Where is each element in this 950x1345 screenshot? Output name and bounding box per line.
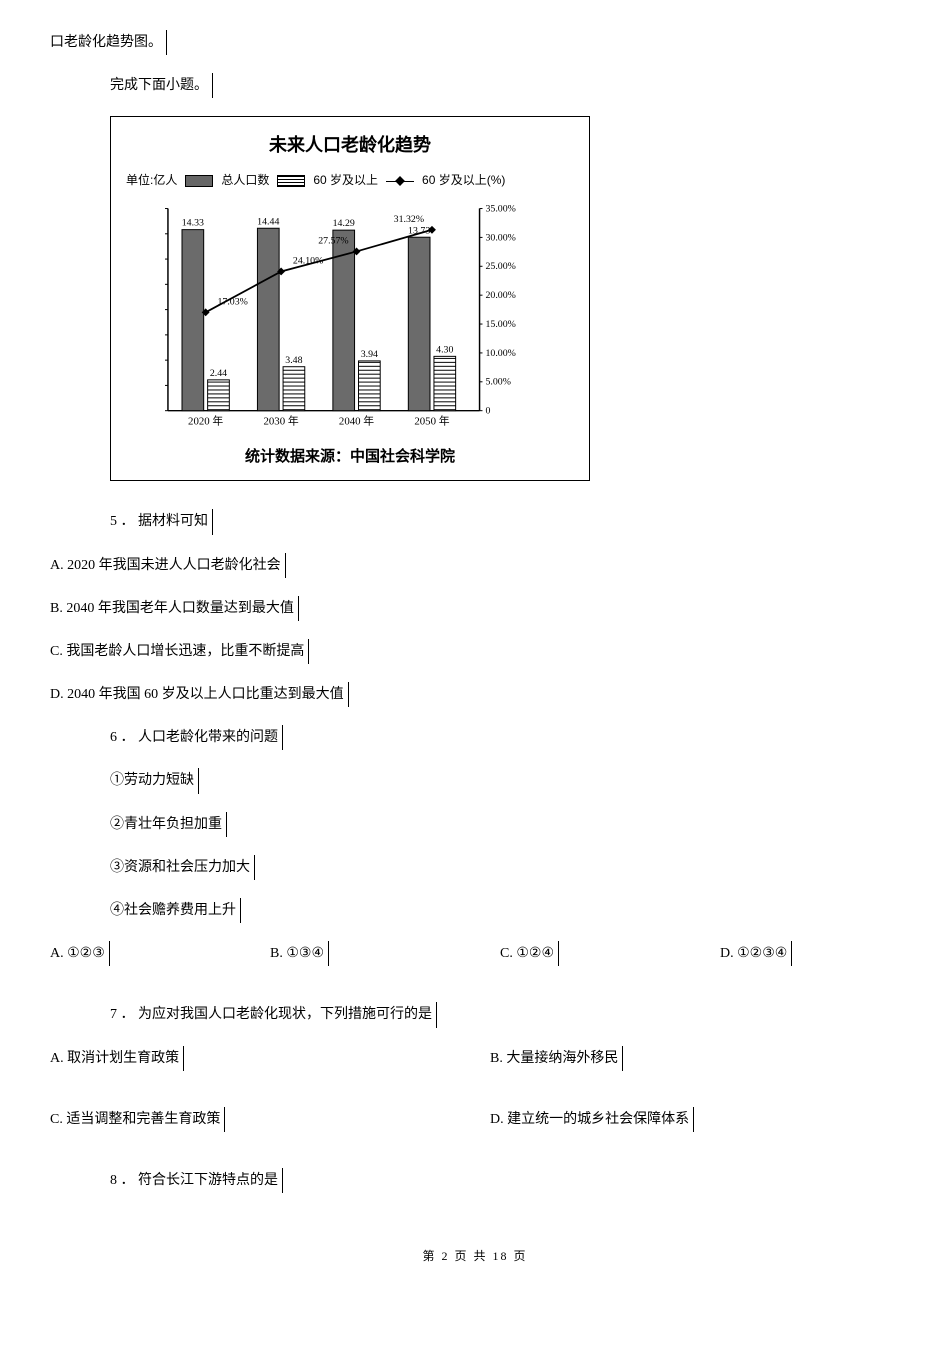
legend-over60-pct: 60 岁及以上(%) [422,170,505,192]
svg-text:3.48: 3.48 [285,355,302,366]
svg-text:2050 年: 2050 年 [414,414,449,428]
svg-text:17.03%: 17.03% [217,297,247,308]
svg-text:25.00%: 25.00% [485,262,515,273]
svg-text:3.94: 3.94 [361,349,378,360]
legend-swatch-line [386,175,414,187]
q6-option-a: A. ①②③ [50,941,110,966]
q6-stem: 6 ． 人口老龄化带来的问题 [110,725,283,750]
aging-chart: 未来人口老龄化趋势 单位:亿人 总人口数 60 岁及以上 60 岁及以上(%) … [110,116,590,481]
svg-text:15.00%: 15.00% [485,319,515,330]
q6-option-c: C. ①②④ [500,941,559,966]
q5-option-c: C. 我国老龄人口增长迅速，比重不断提高 [50,639,309,664]
q6-option-d: D. ①②③④ [720,941,792,966]
intro-line-1: 口老龄化趋势图。 [50,30,167,55]
svg-text:10.00%: 10.00% [485,348,515,359]
svg-text:14.29: 14.29 [333,219,355,230]
chart-legend: 单位:亿人 总人口数 60 岁及以上 60 岁及以上(%) [126,170,574,192]
q7-option-a: A. 取消计划生育政策 [50,1046,184,1071]
q7-options-row1: A. 取消计划生育政策 B. 大量接纳海外移民 [50,1046,900,1089]
svg-text:0: 0 [485,406,490,417]
page-footer: 第 2 页 共 18 页 [50,1246,900,1268]
q6-options: A. ①②③ B. ①③④ C. ①②④ D. ①②③④ [50,941,900,984]
svg-text:2020 年: 2020 年 [188,414,223,428]
legend-swatch-total [185,175,213,187]
q8-stem: 8 ． 符合长江下游特点的是 [110,1168,283,1193]
q6-item-2: ②青壮年负担加重 [110,812,227,837]
chart-title: 未来人口老龄化趋势 [126,129,574,161]
svg-text:2040 年: 2040 年 [339,414,374,428]
q6-item-1: ①劳动力短缺 [110,768,199,793]
chart-box: 未来人口老龄化趋势 单位:亿人 总人口数 60 岁及以上 60 岁及以上(%) … [110,116,590,481]
q5-option-d: D. 2040 年我国 60 岁及以上人口比重达到最大值 [50,682,349,707]
svg-text:14.44: 14.44 [257,217,279,228]
svg-text:35.00%: 35.00% [485,204,515,215]
q7-option-c: C. 适当调整和完善生育政策 [50,1107,225,1132]
chart-plot-area: 02.004.006.008.0010.0012.0014.0016.0005.… [164,197,519,437]
svg-text:14.33: 14.33 [182,218,204,229]
q7-option-b: B. 大量接纳海外移民 [490,1046,623,1071]
q5-option-a: A. 2020 年我国未进人人口老龄化社会 [50,553,286,578]
legend-over60-abs: 60 岁及以上 [313,170,378,192]
q6-item-4: ④社会赡养费用上升 [110,898,241,923]
q5-stem: 5 ． 据材料可知 [110,509,213,534]
svg-text:4.30: 4.30 [436,345,453,356]
svg-text:2030 年: 2030 年 [263,414,298,428]
chart-svg: 02.004.006.008.0010.0012.0014.0016.0005.… [164,197,519,437]
q7-option-d: D. 建立统一的城乡社会保障体系 [490,1107,694,1132]
q6-item-3: ③资源和社会压力加大 [110,855,255,880]
q7-stem: 7 ． 为应对我国人口老龄化现状，下列措施可行的是 [110,1002,437,1027]
svg-text:24.10%: 24.10% [293,256,323,267]
legend-swatch-over60 [277,175,305,187]
svg-text:20.00%: 20.00% [485,290,515,301]
svg-text:31.32%: 31.32% [394,214,424,225]
svg-text:27.57%: 27.57% [318,236,348,247]
legend-total: 总人口数 [221,170,269,192]
svg-text:30.00%: 30.00% [485,233,515,244]
intro-line-2: 完成下面小题。 [110,73,213,98]
q6-option-b: B. ①③④ [270,941,329,966]
svg-text:5.00%: 5.00% [485,377,510,388]
q5-option-b: B. 2040 年我国老年人口数量达到最大值 [50,596,299,621]
svg-text:2.44: 2.44 [210,368,227,379]
chart-source: 统计数据来源：中国社会科学院 [126,443,574,470]
q7-options-row2: C. 适当调整和完善生育政策 D. 建立统一的城乡社会保障体系 [50,1107,900,1150]
unit-label: 单位:亿人 [126,170,177,192]
